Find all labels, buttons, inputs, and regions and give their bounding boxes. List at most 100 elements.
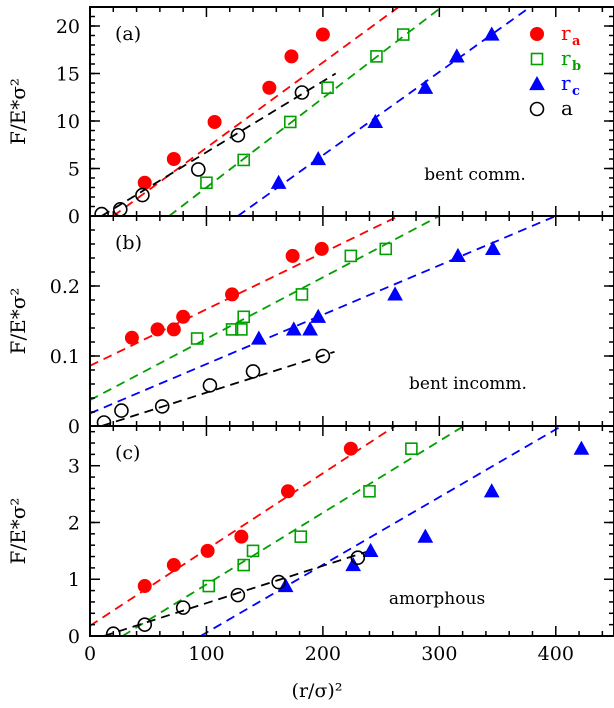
point-rc-5	[450, 247, 466, 262]
fit-line-a	[101, 72, 337, 216]
fit-line-rb	[168, 7, 443, 216]
point-a-2	[175, 600, 191, 615]
point-rc-4	[387, 286, 403, 301]
panel-label: (b)	[115, 232, 142, 254]
annotation: amorphous	[389, 589, 485, 609]
point-a-5	[315, 348, 331, 364]
ytick-label: 1	[68, 569, 80, 591]
point-rc-3	[417, 79, 434, 94]
point-rb-2	[283, 115, 297, 129]
plot-area	[90, 216, 557, 426]
point-rb-1	[225, 323, 239, 336]
legend-sub-2: c	[572, 84, 580, 99]
point-rb-4	[370, 50, 383, 63]
fit-line-ra	[90, 216, 399, 367]
ytick-label: 0	[68, 626, 80, 648]
point-ra-2	[166, 322, 181, 337]
point-ra-4	[284, 49, 299, 64]
point-rb-0	[190, 332, 204, 345]
point-rc-5	[573, 440, 590, 455]
ytick-label: 20	[56, 16, 80, 38]
point-ra-1	[166, 152, 181, 166]
annotation: bent comm.	[424, 165, 526, 185]
point-ra-5	[285, 248, 300, 263]
annotation: bent incomm.	[409, 374, 527, 394]
point-rc-1	[310, 150, 327, 166]
axes-frame	[89, 425, 614, 637]
point-ra-3	[262, 80, 277, 95]
ytick-label: 3	[68, 456, 80, 478]
legend-label-2: r	[561, 71, 571, 95]
point-a-3	[190, 162, 206, 177]
fit-line-ra	[112, 7, 400, 216]
point-rb-3	[237, 310, 251, 324]
point-ra-0	[124, 330, 139, 345]
point-rc-2	[302, 321, 318, 336]
point-rc-3	[417, 528, 434, 543]
ytick-label: 0.2	[50, 276, 80, 298]
point-a-0	[105, 626, 121, 636]
point-a-4	[271, 574, 286, 590]
point-rc-2	[362, 542, 379, 557]
panel-label: (c)	[115, 442, 140, 464]
fit-line-a	[103, 550, 370, 636]
point-rb-0	[202, 579, 216, 593]
xtick-label: 100	[188, 643, 224, 665]
point-rc-5	[483, 26, 500, 41]
point-rb-2	[235, 323, 248, 336]
xtick-label: 200	[305, 643, 341, 665]
point-ra-4	[280, 484, 295, 499]
legend-label-0: r	[561, 21, 571, 45]
y-axis-label: F/E*σ²	[6, 288, 30, 355]
legend-label-3: a	[561, 96, 573, 120]
point-a-1	[137, 617, 153, 632]
plot-area	[94, 7, 531, 216]
point-ra-1	[150, 322, 165, 337]
point-ra-1	[166, 558, 181, 573]
point-a-5	[294, 85, 310, 100]
point-ra-5	[343, 441, 358, 456]
point-rb-5	[405, 442, 418, 456]
point-rb-2	[246, 544, 260, 558]
point-rb-4	[295, 288, 309, 301]
legend-label-1: r	[561, 46, 571, 70]
point-a-4	[230, 127, 246, 143]
legend-sub-0: a	[572, 34, 581, 49]
point-ra-2	[207, 114, 222, 129]
ytick-label: 0	[68, 206, 80, 228]
point-rc-4	[448, 48, 465, 63]
xtick-label: 0	[84, 643, 96, 665]
point-a-0	[94, 206, 109, 216]
fit-line-rb	[90, 216, 440, 401]
point-rc-1	[285, 321, 302, 336]
panel-2: 0 0.1 0.2 (b) bent incomm. F/E*σ²	[6, 215, 614, 438]
xtick-label: 300	[421, 643, 457, 665]
point-a-1	[114, 403, 129, 418]
point-rb-3	[294, 530, 308, 543]
legend-marker-0	[530, 27, 544, 41]
point-a-3	[202, 378, 218, 393]
point-rc-4	[483, 483, 500, 498]
plot-area	[90, 426, 590, 636]
point-rc-0	[270, 174, 287, 189]
point-rc-0	[250, 330, 267, 345]
point-rc-3	[310, 308, 327, 323]
point-ra-5	[315, 27, 330, 42]
legend: r ar br ca	[529, 21, 581, 120]
point-ra-0	[137, 579, 152, 594]
point-rb-1	[237, 153, 251, 167]
point-rb-0	[200, 176, 213, 190]
point-rc-0	[277, 578, 294, 593]
ytick-label: 5	[68, 159, 80, 181]
point-a-3	[230, 587, 246, 603]
ytick-label: 2	[68, 512, 80, 534]
fit-line-a	[101, 350, 335, 426]
point-a-0	[96, 415, 112, 426]
point-a-2	[154, 399, 170, 414]
point-ra-3	[176, 309, 191, 324]
ytick-label: 10	[56, 111, 80, 133]
ytick-label: 0.1	[50, 346, 80, 368]
xtick-label: 400	[538, 643, 574, 665]
